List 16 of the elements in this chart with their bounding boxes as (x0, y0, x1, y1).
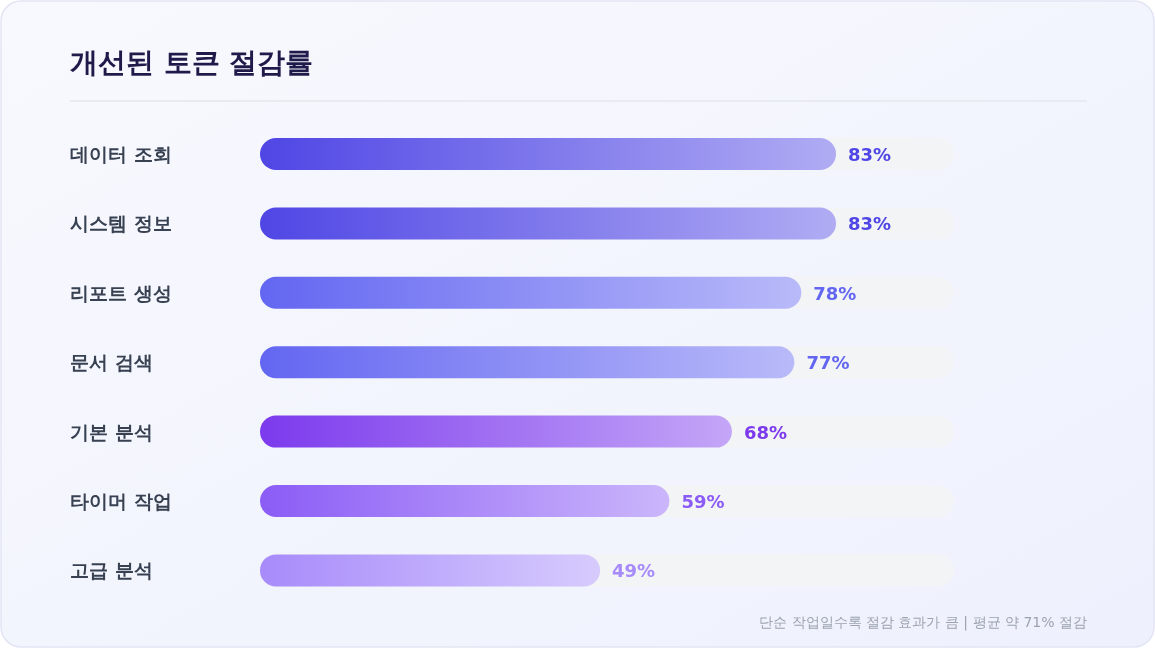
chart-title: 개선된 토큰 절감률 (70, 46, 314, 79)
y-tick-label: 타이머 작업 (70, 490, 172, 512)
data-label: 78% (813, 282, 857, 304)
data-label: 83% (848, 213, 892, 235)
y-tick-label: 기본 분석 (70, 420, 153, 443)
y-tick-label: 고급 분석 (70, 559, 153, 582)
y-tick-label: 데이터 조회 (70, 143, 172, 165)
y-tick-label: 리포트 생성 (70, 281, 172, 304)
y-tick-label: 시스템 정보 (70, 212, 172, 235)
y-tick-label: 문서 검색 (70, 351, 153, 374)
data-label: 83% (848, 144, 892, 165)
data-label: 77% (806, 352, 850, 374)
data-label: 59% (681, 491, 725, 512)
data-label: 49% (612, 560, 656, 582)
text: 단순 작업일수록 절감 효과가 큼 | 평균 약 71% 절감 (759, 614, 1087, 631)
data-label: 68% (743, 421, 788, 443)
